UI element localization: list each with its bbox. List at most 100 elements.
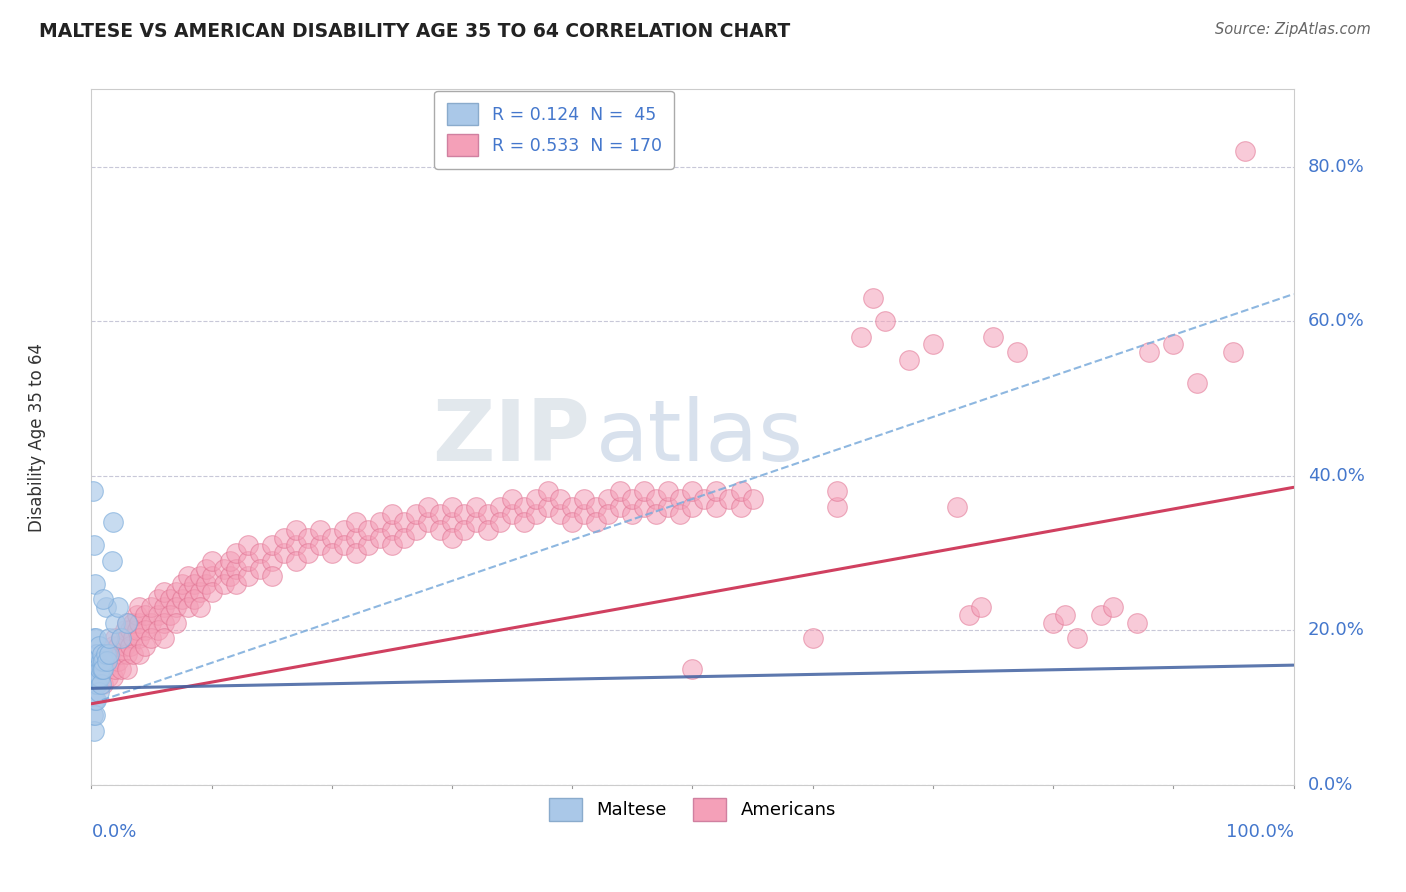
Point [104, 647, 127, 661]
Text: Disability Age 35 to 64: Disability Age 35 to 64 [28, 343, 46, 532]
Point [489, 500, 512, 514]
Point [86, 654, 108, 668]
Point [110, 631, 132, 645]
Point [706, 484, 728, 499]
Point [297, 531, 319, 545]
Point [1161, 337, 1184, 351]
Point [176, 584, 198, 599]
Point [134, 639, 156, 653]
Point [84, 577, 107, 591]
Text: 80.0%: 80.0% [1308, 158, 1365, 176]
Point [128, 631, 150, 645]
Point [122, 647, 145, 661]
Point [333, 523, 356, 537]
Point [83, 631, 105, 645]
Point [501, 491, 523, 506]
Point [84, 662, 107, 676]
Point [82, 708, 104, 723]
Point [368, 531, 391, 545]
Point [416, 500, 439, 514]
Point [236, 538, 259, 552]
Point [107, 639, 129, 653]
Text: 0.0%: 0.0% [91, 823, 136, 841]
Point [114, 624, 136, 638]
Point [212, 577, 235, 591]
Point [141, 631, 163, 645]
Point [669, 491, 692, 506]
Point [110, 647, 132, 661]
Point [273, 546, 295, 560]
Point [548, 491, 571, 506]
Point [440, 531, 463, 545]
Point [225, 561, 247, 575]
Point [308, 538, 330, 552]
Point [146, 607, 169, 622]
Point [1066, 631, 1088, 645]
Point [308, 523, 330, 537]
Point [897, 352, 920, 367]
Point [122, 631, 145, 645]
Point [176, 600, 198, 615]
Point [97, 670, 120, 684]
Point [128, 615, 150, 630]
Point [429, 508, 451, 522]
Point [152, 600, 174, 615]
Point [957, 607, 980, 622]
Point [93, 592, 115, 607]
Point [236, 569, 259, 583]
Point [681, 484, 703, 499]
Text: 100.0%: 100.0% [1226, 823, 1294, 841]
Point [152, 615, 174, 630]
Point [93, 677, 115, 691]
Point [392, 531, 415, 545]
Point [681, 500, 703, 514]
Point [125, 624, 148, 638]
Point [477, 508, 499, 522]
Point [981, 329, 1004, 343]
Point [86, 647, 108, 661]
Point [669, 508, 692, 522]
Point [93, 662, 115, 676]
Point [849, 329, 872, 343]
Point [146, 624, 169, 638]
Point [741, 491, 763, 506]
Point [1090, 607, 1112, 622]
Point [453, 508, 475, 522]
Point [1005, 345, 1028, 359]
Point [1222, 345, 1244, 359]
Point [101, 639, 124, 653]
Point [212, 561, 235, 575]
Text: ZIP: ZIP [433, 395, 591, 479]
Point [465, 515, 488, 529]
Point [87, 670, 110, 684]
Point [218, 569, 240, 583]
Point [90, 677, 112, 691]
Point [825, 484, 848, 499]
Point [87, 639, 110, 653]
Text: MALTESE VS AMERICAN DISABILITY AGE 35 TO 64 CORRELATION CHART: MALTESE VS AMERICAN DISABILITY AGE 35 TO… [39, 22, 790, 41]
Point [183, 592, 205, 607]
Point [146, 592, 169, 607]
Point [260, 538, 283, 552]
Point [225, 577, 247, 591]
Point [83, 538, 105, 552]
Point [194, 577, 217, 591]
Point [86, 662, 108, 676]
Point [89, 662, 111, 676]
Point [107, 654, 129, 668]
Point [83, 723, 105, 738]
Point [236, 554, 259, 568]
Text: Source: ZipAtlas.com: Source: ZipAtlas.com [1215, 22, 1371, 37]
Point [165, 584, 187, 599]
Point [513, 500, 536, 514]
Point [122, 615, 145, 630]
Point [801, 631, 824, 645]
Point [188, 584, 211, 599]
Point [91, 647, 114, 661]
Point [548, 508, 571, 522]
Point [416, 515, 439, 529]
Text: 60.0%: 60.0% [1308, 312, 1365, 330]
Point [98, 647, 121, 661]
Point [188, 569, 211, 583]
Point [141, 615, 163, 630]
